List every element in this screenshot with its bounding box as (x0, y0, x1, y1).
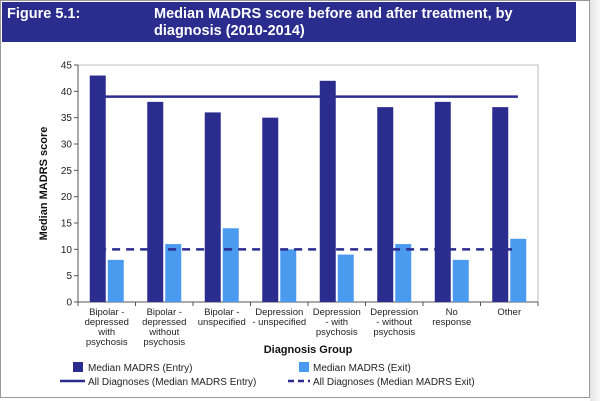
legend-label-entry: Median MADRS (Entry) (88, 363, 192, 374)
y-tick-label: 35 (61, 113, 73, 124)
category-label: - with (325, 317, 348, 328)
y-tick-label: 5 (66, 271, 72, 282)
y-tick-label: 0 (66, 298, 72, 309)
category-label: psychosis (373, 327, 415, 338)
category-label: with (97, 327, 115, 338)
category-label: Depression (370, 307, 418, 318)
category-label: Bipolar - (147, 307, 182, 318)
category-label: Depression (255, 307, 303, 318)
bar-entry (434, 101, 451, 302)
figure-label: Figure 5.1: (7, 6, 81, 22)
bar-exit (395, 244, 412, 302)
legend-swatch-exit (299, 362, 309, 372)
y-tick-label: 15 (61, 219, 73, 230)
category-label: without (148, 327, 179, 338)
category-label: psychosis (316, 327, 358, 338)
bar-entry (147, 101, 164, 302)
category-label: - unspecified (252, 317, 306, 328)
category-label: psychosis (143, 337, 185, 348)
bar-entry (319, 80, 336, 302)
category-label: Bipolar - (204, 307, 239, 318)
category-label: Depression (313, 307, 361, 318)
y-axis-title: Median MADRS score (38, 127, 50, 241)
bar-exit (510, 238, 527, 302)
bar-exit (107, 259, 124, 302)
legend-label-ref-exit: All Diagnoses (Median MADRS Exit) (313, 377, 475, 388)
page-shadow (590, 0, 600, 401)
y-tick-label: 20 (61, 192, 73, 203)
y-tick-label: 10 (61, 245, 73, 256)
bar-exit (337, 254, 354, 302)
figure-title-bar: Figure 5.1: Median MADRS score before an… (2, 2, 576, 42)
category-label: psychosis (86, 337, 128, 348)
legend-label-ref-entry: All Diagnoses (Median MADRS Entry) (88, 377, 256, 388)
y-tick-label: 45 (61, 61, 73, 72)
bar-entry (492, 107, 509, 302)
bar-exit (280, 249, 297, 302)
category-label: response (432, 317, 471, 328)
figure-title: Median MADRS score before and after trea… (154, 6, 513, 39)
category-label: - without (376, 317, 412, 328)
bar-entry (89, 75, 106, 303)
y-tick-label: 30 (61, 140, 73, 151)
category-label: depressed (85, 317, 129, 328)
x-axis-title: Diagnosis Group (264, 344, 353, 356)
y-tick-label: 25 (61, 166, 73, 177)
bar-entry (204, 112, 221, 303)
bar-exit (222, 228, 239, 302)
category-label: Other (497, 307, 521, 318)
bar-entry (262, 117, 279, 303)
category-label: No (446, 307, 458, 318)
category-label: Bipolar - (89, 307, 124, 318)
bar-exit (452, 259, 469, 302)
bar-exit (165, 244, 182, 302)
category-label: depressed (142, 317, 186, 328)
y-tick-label: 40 (61, 87, 73, 98)
legend-swatch-entry (73, 362, 83, 372)
plot-area (77, 64, 539, 303)
legend-label-exit: Median MADRS (Exit) (313, 363, 411, 374)
category-label: unspecified (198, 317, 246, 328)
bar-entry (377, 107, 394, 302)
